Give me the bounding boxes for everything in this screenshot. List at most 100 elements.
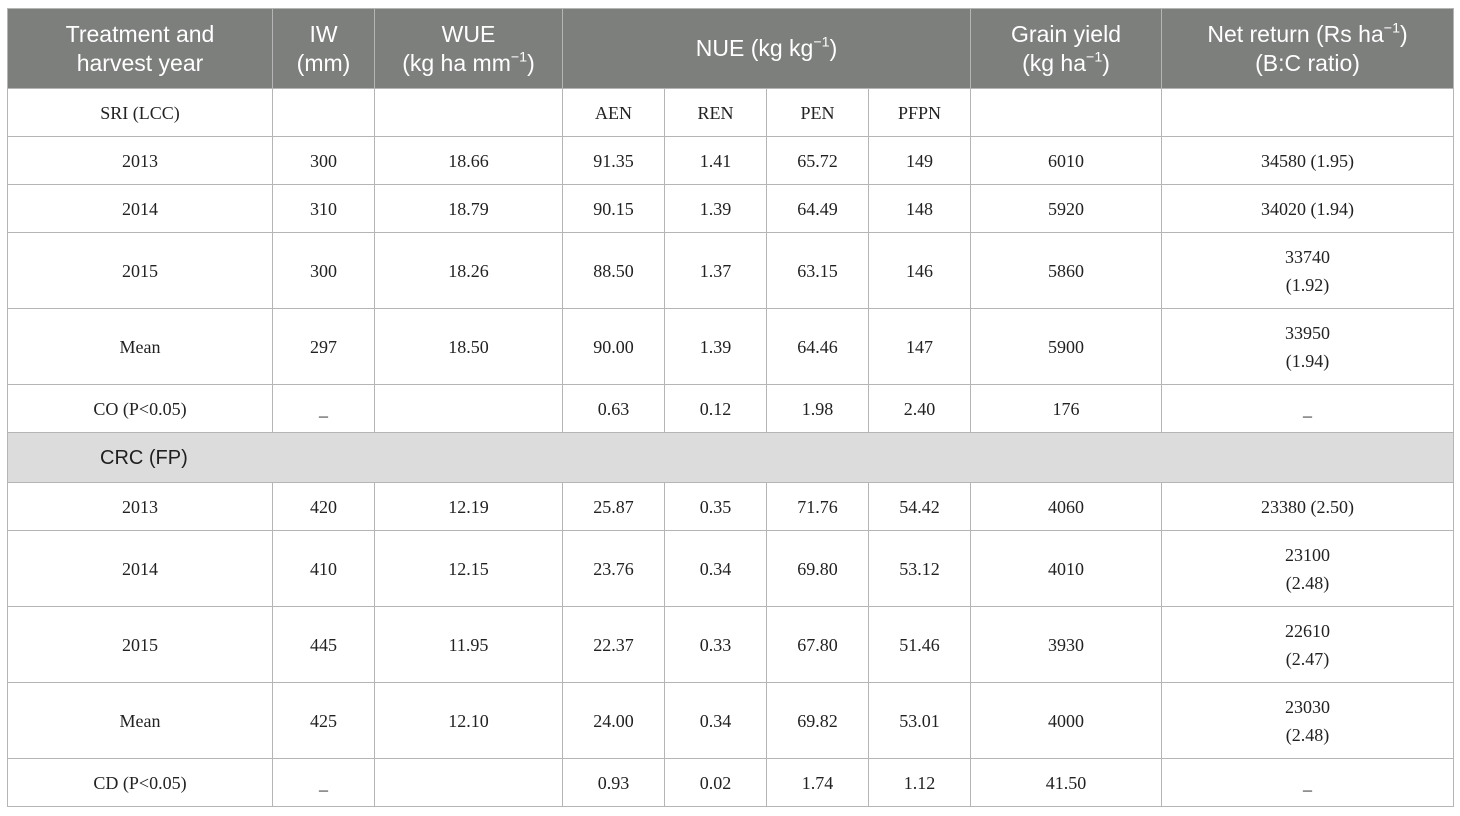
cell-iw: 297	[272, 308, 375, 385]
cell-net-return: 33950 (1.94)	[1161, 308, 1455, 385]
table-row: CD (P<0.05) _ 0.93 0.02 1.74 1.12 41.50 _	[7, 758, 1455, 807]
cell-iw: 445	[272, 606, 375, 683]
cell-year: 2015	[7, 606, 273, 683]
cell-ren: 0.34	[664, 530, 767, 607]
cell-aen: 88.50	[562, 232, 665, 309]
cell-yield: 6010	[970, 136, 1163, 185]
cell-aen: 22.37	[562, 606, 665, 683]
cell-ren: 0.02	[664, 758, 767, 807]
header-treatment: Treatment and harvest year	[7, 8, 273, 89]
cell-wue: 18.66	[374, 136, 563, 185]
cell-year: Mean	[7, 682, 273, 759]
table-row: CO (P<0.05) _ 0.63 0.12 1.98 2.40 176 _	[7, 384, 1455, 433]
subheader-aen: AEN	[562, 88, 665, 137]
table-row: 2014 410 12.15 23.76 0.34 69.80 53.12 4010 23100…	[7, 530, 1455, 607]
cell-yield: 4010	[970, 530, 1163, 607]
cell-wue: 12.10	[374, 682, 563, 759]
cell-pen: 69.80	[766, 530, 869, 607]
cell-pen: 67.80	[766, 606, 869, 683]
cell-net-return: 23030 (2.48)	[1161, 682, 1455, 759]
cell-aen: 90.15	[562, 184, 665, 233]
cell-ren: 1.39	[664, 308, 767, 385]
cell-yield: 41.50	[970, 758, 1163, 807]
header-net-return: Net return (Rs ha−1) (B:C ratio)	[1161, 8, 1455, 89]
cell-year: CD (P<0.05)	[7, 758, 273, 807]
cell-wue: 12.15	[374, 530, 563, 607]
cell-net-return: 23100 (2.48)	[1161, 530, 1455, 607]
cell-ren: 0.34	[664, 682, 767, 759]
subheader-pfpn: PFPN	[867, 88, 972, 137]
cell-pen: 1.98	[766, 384, 869, 433]
cell-net-return: _	[1161, 384, 1455, 433]
cell-year: 2015	[7, 232, 273, 309]
cell-year: CO (P<0.05)	[7, 384, 273, 433]
cell-net-return: _	[1161, 758, 1455, 807]
cell-aen: 0.93	[562, 758, 665, 807]
cell-ren: 1.37	[664, 232, 767, 309]
cell-pfpn: 149	[867, 136, 972, 185]
cell-iw: 300	[272, 232, 375, 309]
cell-pfpn: 148	[867, 184, 972, 233]
header-grain-yield: Grain yield (kg ha−1)	[970, 8, 1163, 89]
cell-pen: 69.82	[766, 682, 869, 759]
cell-pfpn: 147	[867, 308, 972, 385]
cell-pen: 64.46	[766, 308, 869, 385]
cell-iw: _	[272, 758, 375, 807]
table-row: 2015 300 18.26 88.50 1.37 63.15 146 5860 33740 (1…	[7, 232, 1455, 309]
cell-yield: 3930	[970, 606, 1163, 683]
cell-pen: 71.76	[766, 482, 869, 531]
table-row: 2013 300 18.66 91.35 1.41 65.72 149 6010 34580 (…	[7, 136, 1455, 185]
cell-wue	[374, 384, 563, 433]
cell-iw: 310	[272, 184, 375, 233]
cell-iw: _	[272, 384, 375, 433]
cell-iw: 425	[272, 682, 375, 759]
cell-aen: 90.00	[562, 308, 665, 385]
cell-year: 2013	[7, 482, 273, 531]
cell-wue	[374, 758, 563, 807]
cell-year: Mean	[7, 308, 273, 385]
cell-iw: 300	[272, 136, 375, 185]
cell-wue: 11.95	[374, 606, 563, 683]
cell-iw: 420	[272, 482, 375, 531]
cell-pfpn: 54.42	[867, 482, 972, 531]
cell-ren: 0.35	[664, 482, 767, 531]
subheader-pen: PEN	[766, 88, 869, 137]
header-iw: IW (mm)	[272, 8, 375, 89]
cell-pfpn: 53.12	[867, 530, 972, 607]
cell-pfpn: 1.12	[867, 758, 972, 807]
cell-net-return: 23380 (2.50)	[1161, 482, 1455, 531]
cell-aen: 24.00	[562, 682, 665, 759]
cell-ren: 0.33	[664, 606, 767, 683]
cell-yield: 5860	[970, 232, 1163, 309]
sri-subheader-row: SRI (LCC) AEN REN PEN PFPN	[7, 88, 1455, 137]
cell-pfpn: 51.46	[867, 606, 972, 683]
cell-wue: 18.79	[374, 184, 563, 233]
table-row: Mean 297 18.50 90.00 1.39 64.46 147 5900 33950 (1…	[7, 308, 1455, 385]
cell-net-return: 22610 (2.47)	[1161, 606, 1455, 683]
table-row: 2013 420 12.19 25.87 0.35 71.76 54.42 4060 23380…	[7, 482, 1455, 531]
cell-pfpn: 53.01	[867, 682, 972, 759]
header-nue: NUE (kg kg−1)	[561, 8, 972, 89]
cell-aen: 0.63	[562, 384, 665, 433]
cell-pfpn: 2.40	[867, 384, 972, 433]
header-row: Treatment and harvest year IW (mm) WUE (…	[7, 8, 1455, 89]
cell-yield: 5920	[970, 184, 1163, 233]
table-row: 2014 310 18.79 90.15 1.39 64.49 148 5920 34020 (…	[7, 184, 1455, 233]
cell-pen: 65.72	[766, 136, 869, 185]
cell-pfpn: 146	[867, 232, 972, 309]
cell-wue: 18.50	[374, 308, 563, 385]
cell-ren: 0.12	[664, 384, 767, 433]
subheader-ren: REN	[664, 88, 767, 137]
cell-yield: 176	[970, 384, 1163, 433]
cell-net-return: 34580 (1.95)	[1161, 136, 1455, 185]
cell-aen: 91.35	[562, 136, 665, 185]
cell-yield: 5900	[970, 308, 1163, 385]
table-row: 2015 445 11.95 22.37 0.33 67.80 51.46 3930 22610…	[7, 606, 1455, 683]
crc-group-row: CRC (FP)	[6, 432, 1455, 483]
cell-iw: 410	[272, 530, 375, 607]
crc-label: CRC (FP)	[6, 432, 1455, 483]
cell-yield: 4000	[970, 682, 1163, 759]
cell-year: 2014	[7, 184, 273, 233]
cell-pen: 64.49	[766, 184, 869, 233]
cell-year: 2014	[7, 530, 273, 607]
